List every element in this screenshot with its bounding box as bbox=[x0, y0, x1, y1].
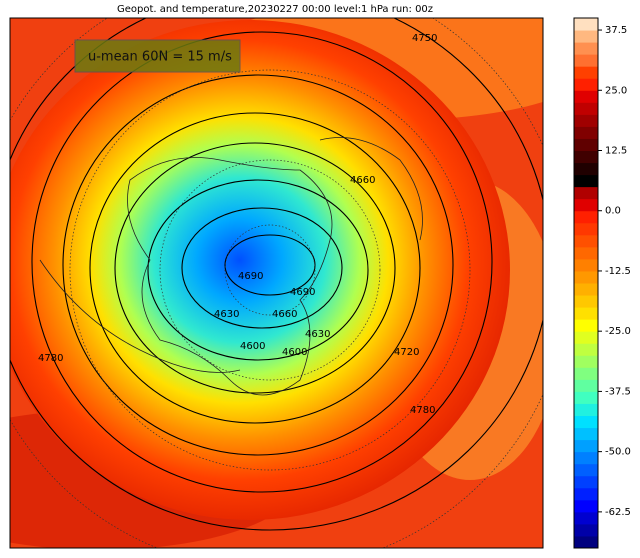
colorbar-band bbox=[574, 258, 598, 272]
contour-label: 4630 bbox=[305, 329, 330, 340]
colorbar-tick-label: 12.5 bbox=[605, 146, 627, 157]
colorbar-tick-label: 37.5 bbox=[605, 25, 627, 36]
contour-label: 4750 bbox=[412, 33, 437, 44]
colorbar-band bbox=[574, 439, 598, 453]
colorbar-tick-label: 0.0 bbox=[605, 206, 621, 217]
colorbar-band bbox=[574, 319, 598, 332]
colorbar-tick-label: -25.0 bbox=[605, 326, 631, 337]
colorbar-band bbox=[574, 42, 598, 55]
contours bbox=[10, 18, 543, 531]
colorbar-band bbox=[574, 138, 598, 151]
latitude-circles bbox=[10, 18, 543, 548]
colorbar-band bbox=[574, 379, 598, 392]
contour-label: 4600 bbox=[282, 347, 307, 358]
map-frame bbox=[9, 17, 544, 549]
colorbar-band bbox=[574, 210, 598, 224]
colorbar-band bbox=[574, 415, 598, 429]
colorbar-band bbox=[574, 186, 598, 200]
colorbar-band bbox=[574, 283, 598, 296]
colorbar-band bbox=[574, 198, 598, 212]
contour-label: 4780 bbox=[410, 405, 435, 416]
colorbar-band bbox=[574, 391, 598, 404]
colorbar-band bbox=[574, 463, 598, 477]
colorbar-band bbox=[574, 222, 598, 236]
colorbar-band bbox=[574, 451, 598, 465]
colorbar-band bbox=[574, 66, 598, 79]
colorbar-band bbox=[574, 427, 598, 441]
colorbar-band bbox=[574, 367, 598, 380]
colorbar-band bbox=[574, 523, 598, 537]
colorbar-band bbox=[574, 174, 598, 188]
contour-label: 4600 bbox=[240, 341, 265, 352]
colorbar-tick-label: 25.0 bbox=[605, 85, 627, 96]
colorbar: 37.5 25.0 12.5 0.0 -12.5 -25.0 -37.5 -50.0 -62.5 bbox=[573, 17, 631, 549]
contour-label: 4660 bbox=[272, 309, 297, 320]
colorbar-tick-label: -12.5 bbox=[605, 266, 631, 277]
colorbar-band bbox=[574, 126, 598, 139]
colorbar-band bbox=[574, 511, 598, 525]
contour-labels: 4750 4660 4690 4690 4660 4630 4630 4600 … bbox=[38, 33, 437, 416]
contour-label: 4660 bbox=[350, 175, 375, 186]
colorbar-band bbox=[574, 162, 598, 176]
colorbar-tick-label: -50.0 bbox=[605, 447, 631, 458]
colorbar-band bbox=[574, 355, 598, 368]
colorbar-band bbox=[574, 90, 598, 103]
colorbar-band bbox=[574, 487, 598, 501]
colorbar-band bbox=[574, 331, 598, 344]
title: Geopot. and temperature,20230227 00:00 l… bbox=[117, 4, 433, 15]
colorbar-band bbox=[574, 234, 598, 248]
coastlines bbox=[39, 137, 423, 396]
colorbar-band bbox=[574, 343, 598, 356]
colorbar-band bbox=[574, 150, 598, 164]
polar-vortex bbox=[10, 20, 510, 520]
contour-label: 4690 bbox=[290, 287, 315, 298]
contour-label: 4690 bbox=[238, 271, 263, 282]
colorbar-band bbox=[574, 307, 598, 320]
map bbox=[10, 18, 543, 548]
contour-label: 4630 bbox=[214, 309, 239, 320]
colorbar-band bbox=[574, 295, 598, 308]
annotation-box bbox=[74, 39, 241, 73]
colorbar-band bbox=[574, 535, 598, 549]
annotation: u-mean 60N = 15 m/s bbox=[88, 50, 232, 65]
colorbar-band bbox=[574, 403, 598, 416]
colorbar-frame bbox=[573, 17, 599, 549]
colorbar-band bbox=[574, 54, 598, 67]
colorbar-band bbox=[574, 270, 598, 284]
colorbar-band bbox=[574, 78, 598, 91]
contour-label: 4780 bbox=[38, 353, 63, 364]
colorbar-band bbox=[574, 475, 598, 489]
colorbar-band bbox=[574, 499, 598, 513]
colorbar-band bbox=[574, 102, 598, 115]
colorbar-band bbox=[574, 18, 598, 31]
colorbar-band bbox=[574, 246, 598, 260]
colorbar-tick-label: -62.5 bbox=[605, 507, 631, 518]
contour-label: 4720 bbox=[394, 347, 419, 358]
colorbar-tick-label: -37.5 bbox=[605, 386, 631, 397]
colorbar-band bbox=[574, 30, 598, 43]
colorbar-band bbox=[574, 114, 598, 127]
